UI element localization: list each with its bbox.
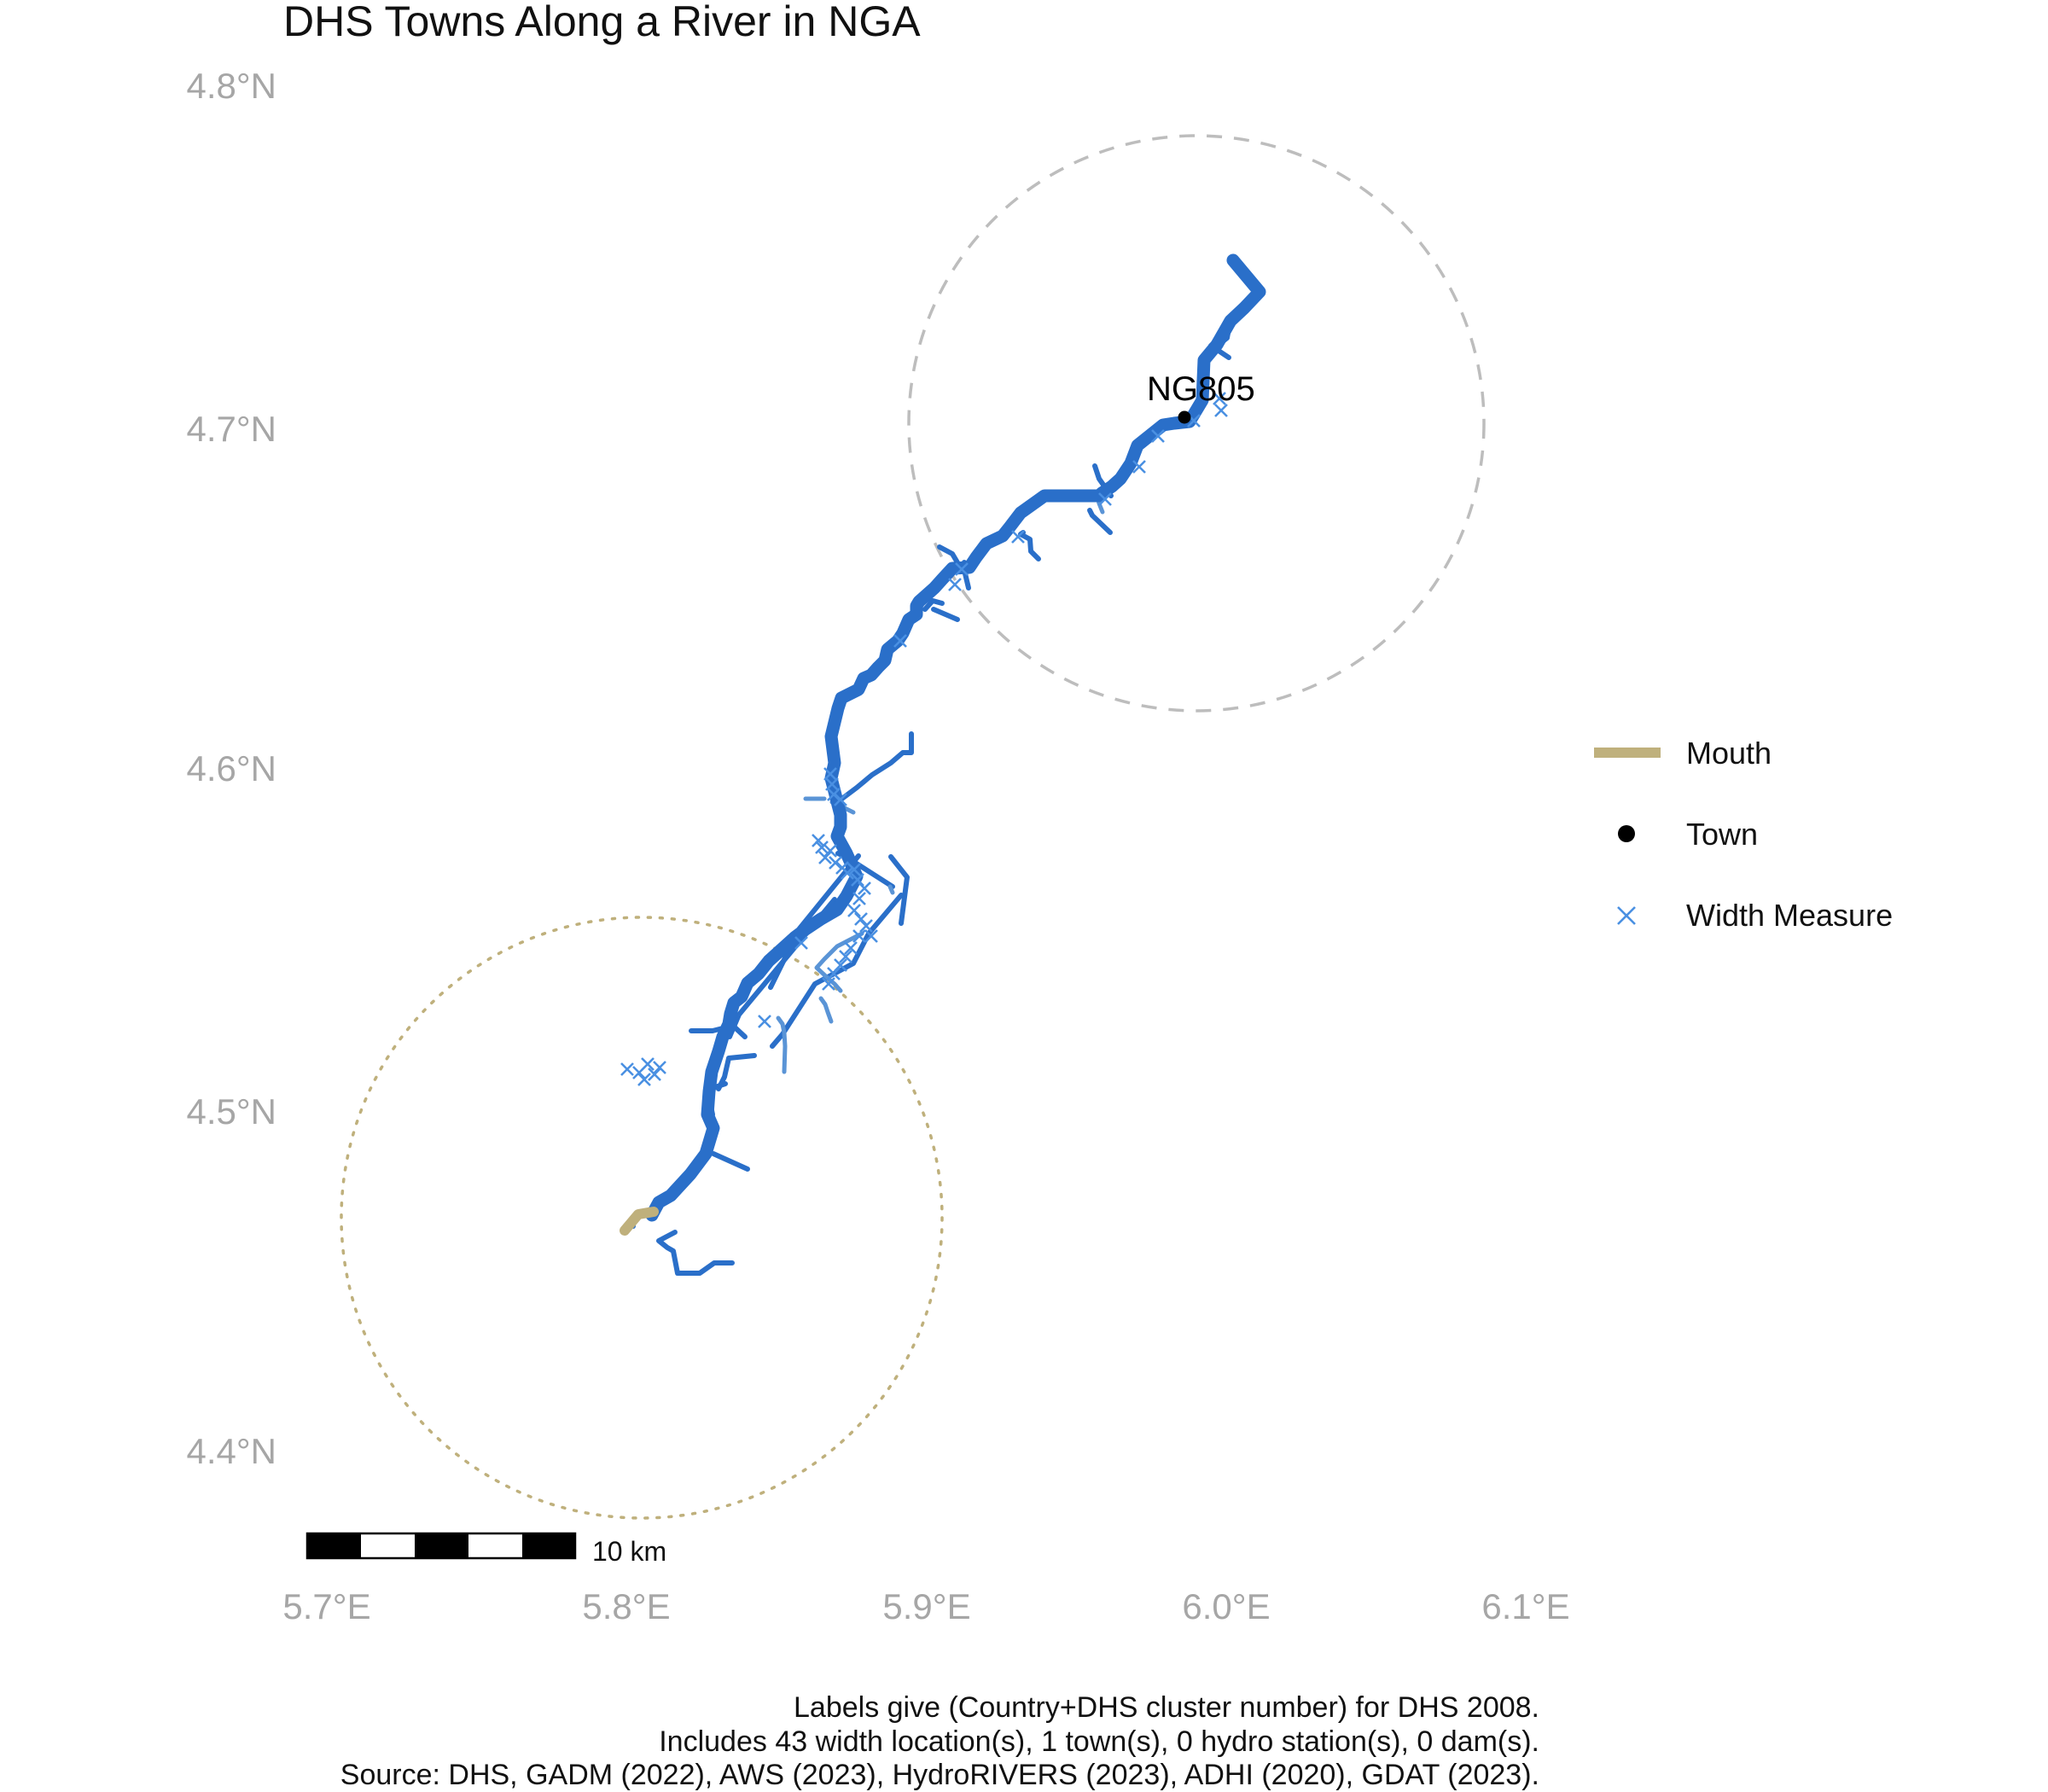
mouth-buffer-circle <box>340 916 944 1520</box>
y-tick-4.5: 4.5°N <box>186 1091 276 1132</box>
scale-bar <box>305 1532 577 1560</box>
town-point <box>1178 410 1191 424</box>
y-tick-4.4: 4.4°N <box>186 1431 276 1471</box>
river-mouth <box>620 1207 659 1236</box>
river-main-stem <box>645 253 1266 1222</box>
x-tick-5.9: 5.9°E <box>882 1586 971 1626</box>
x-tick-6.1: 6.1°E <box>1481 1586 1570 1626</box>
caption-line-1: Labels give (Country+DHS cluster number)… <box>794 1691 1539 1724</box>
legend-symbols <box>1594 748 1661 925</box>
river-tributaries <box>631 326 1231 1276</box>
legend-label-width: Width Measure <box>1686 898 1894 933</box>
legend-label-mouth: Mouth <box>1686 736 1772 771</box>
x-tick-6.0: 6.0°E <box>1182 1586 1271 1626</box>
scale-bar-label: 10 km <box>592 1536 667 1567</box>
y-tick-4.7: 4.7°N <box>186 409 276 449</box>
map-title: DHS Towns Along a River in NGA <box>283 0 921 45</box>
legend-town-swatch <box>1618 825 1635 842</box>
town-buffer-circle <box>907 134 1486 713</box>
x-tick-5.8: 5.8°E <box>582 1586 671 1626</box>
x-tick-5.7: 5.7°E <box>282 1586 371 1626</box>
caption-line-3: Source: DHS, GADM (2022), AWS (2023), Hy… <box>340 1759 1539 1791</box>
caption-line-2: Includes 43 width location(s), 1 town(s)… <box>659 1725 1539 1758</box>
y-tick-4.6: 4.6°N <box>186 748 276 788</box>
width-measure-markers <box>620 392 1228 1086</box>
town-label: NG805 <box>1147 370 1255 408</box>
legend-width-swatch <box>1617 906 1636 925</box>
legend-label-town: Town <box>1686 817 1759 852</box>
y-tick-4.8: 4.8°N <box>186 66 276 106</box>
